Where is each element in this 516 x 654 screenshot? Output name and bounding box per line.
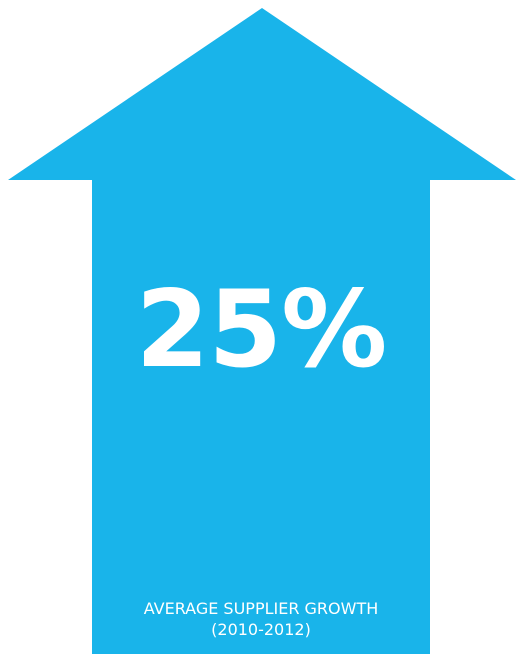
up-arrow-shape bbox=[8, 8, 516, 654]
caption-period: (2010-2012) bbox=[211, 620, 311, 639]
caption-title: AVERAGE SUPPLIER GROWTH bbox=[143, 599, 379, 618]
growth-percentage: 25% bbox=[135, 268, 388, 391]
caption: AVERAGE SUPPLIER GROWTH (2010-2012) bbox=[92, 598, 430, 640]
